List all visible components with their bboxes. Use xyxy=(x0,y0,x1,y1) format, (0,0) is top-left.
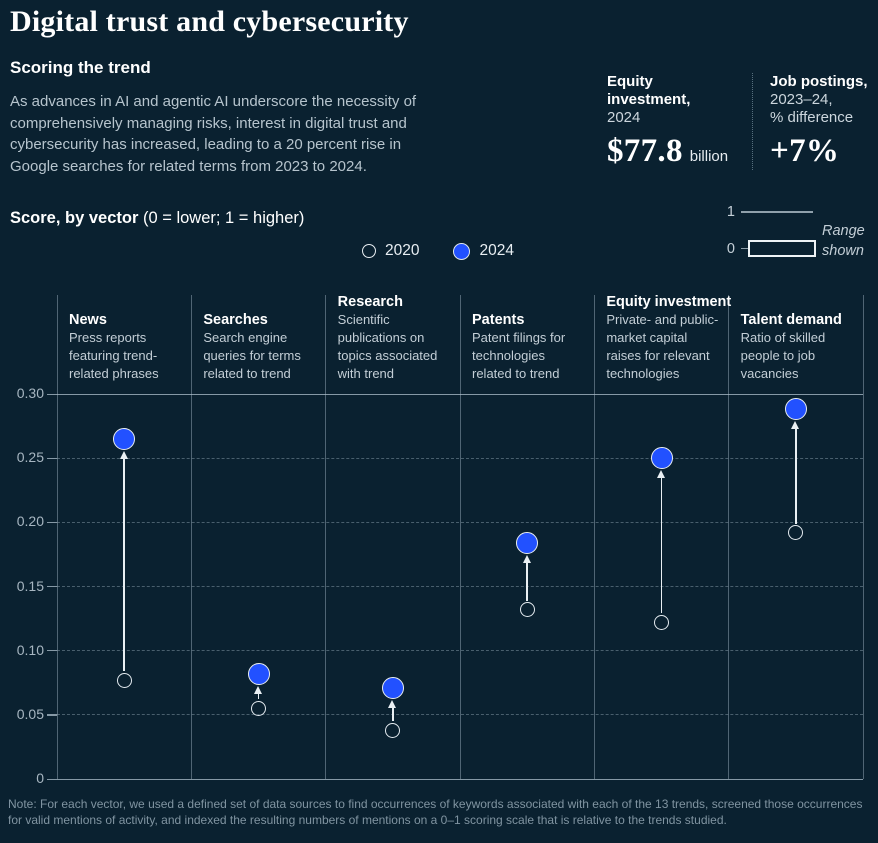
chart-legend: 2020 2024 xyxy=(362,242,514,260)
column-description: Press reports featuring trend- related p… xyxy=(69,330,159,381)
change-arrow-line-news xyxy=(123,457,125,672)
change-arrow-line-research xyxy=(392,706,394,722)
column-description: Patent filings for technologies related … xyxy=(472,330,566,381)
column-header-patents: Patents Patent filings for technologies r… xyxy=(472,311,588,383)
column-title: Talent demand xyxy=(740,312,842,328)
change-arrow-line-equity-investment xyxy=(660,477,663,614)
change-arrow-line-patents xyxy=(526,561,528,601)
chart-section-title: Score, by vector (0 = lower; 1 = higher) xyxy=(10,209,305,227)
column-divider xyxy=(190,295,192,779)
y-tick-label: 0.15 xyxy=(16,577,44,594)
column-title: News xyxy=(69,312,107,328)
column-title: Patents xyxy=(472,312,525,328)
column-header-research: Research Scientific publications on topic… xyxy=(338,293,454,383)
stat-equity-value: $77.8 billion xyxy=(607,133,729,169)
y-tick-label: 0.30 xyxy=(16,385,44,401)
y-axis-tick xyxy=(47,586,57,588)
y-axis-tick xyxy=(47,650,57,652)
y-axis-tick xyxy=(47,457,57,459)
up-arrow-icon-talent-demand xyxy=(791,421,800,430)
column-header-talent-demand: Talent demand Ratio of skilled people to … xyxy=(741,311,857,383)
column-header-news: News Press reports featuring trend- relat… xyxy=(69,311,185,383)
stat-equity-label: Equity investment, 2024 xyxy=(607,73,691,126)
intro-heading: Scoring the trend xyxy=(10,58,151,77)
legend-item-2020: 2020 xyxy=(362,242,419,260)
y-axis-tick xyxy=(47,714,57,716)
y-tick-label: 0 xyxy=(36,770,44,786)
data-point-2024-equity-investment xyxy=(650,447,673,470)
stat-jobs-value: +7% xyxy=(770,133,840,169)
range-bottom-tick xyxy=(741,247,748,250)
legend-item-2024: 2024 xyxy=(453,242,514,260)
intro-body: As advances in AI and agentic AI undersc… xyxy=(10,93,417,175)
y-tick-label: 0.20 xyxy=(16,513,44,530)
data-point-2024-patents xyxy=(516,531,539,554)
data-point-2024-research xyxy=(381,676,404,699)
column-divider xyxy=(862,295,864,779)
baseline xyxy=(47,778,863,780)
range-bottom-row: 0 xyxy=(722,240,816,257)
data-point-2020-equity-investment xyxy=(654,614,669,630)
top-gridline xyxy=(47,393,863,395)
up-arrow-icon-equity-investment xyxy=(657,470,665,479)
stat-jobs-label: Job postings, 2023–24, % difference xyxy=(770,73,868,126)
data-point-2020-research xyxy=(385,722,401,738)
open-circle-icon xyxy=(362,244,376,258)
column-header-searches: Searches Search engine queries for terms … xyxy=(203,311,319,383)
column-divider xyxy=(593,295,595,779)
range-top-line xyxy=(741,211,813,213)
y-tick-label: 0.25 xyxy=(16,449,44,466)
y-tick-label: 0.05 xyxy=(16,705,44,722)
data-point-2024-talent-demand xyxy=(784,398,807,421)
gridline-0.10 xyxy=(57,650,863,652)
range-caption: Range shown xyxy=(822,223,865,259)
column-title: Equity investment xyxy=(606,294,732,310)
gridline-0.15 xyxy=(57,586,863,587)
data-point-2020-talent-demand xyxy=(788,525,804,541)
column-title: Searches xyxy=(203,312,268,328)
data-point-2020-patents xyxy=(519,602,535,618)
range-shown-indicator: 1 0 Range shown xyxy=(722,202,872,264)
column-divider xyxy=(728,295,730,779)
change-arrow-line-searches xyxy=(257,692,260,700)
column-description: Scientific publications on topics associ… xyxy=(337,312,438,381)
column-divider xyxy=(325,295,327,779)
gridline-0.20 xyxy=(57,521,863,523)
column-description: Ratio of skilled people to job vacancies xyxy=(740,330,826,381)
footnote: Note: For each vector, we used a defined… xyxy=(8,797,863,827)
up-arrow-icon-research xyxy=(388,699,397,708)
gridline-0.05 xyxy=(57,714,863,716)
column-description: Private- and public- market capital rais… xyxy=(606,312,719,381)
filled-circle-icon xyxy=(453,242,471,260)
column-divider xyxy=(459,295,461,779)
range-box-icon xyxy=(748,240,816,257)
data-point-2024-searches xyxy=(247,662,270,685)
page-title: Digital trust and cybersecurity xyxy=(10,5,409,38)
change-arrow-line-talent-demand xyxy=(795,428,797,524)
y-axis-tick xyxy=(47,521,57,524)
data-point-2024-news xyxy=(113,427,136,450)
range-top-row: 1 xyxy=(722,204,813,220)
up-arrow-icon-news xyxy=(119,450,128,459)
column-header-equity-investment: Equity investment Private- and public- ma… xyxy=(606,293,732,383)
gridline-0.25 xyxy=(57,457,863,459)
header-stats: Equity investment, 2024 $77.8 billion Jo… xyxy=(607,73,878,170)
column-description: Search engine queries for terms related … xyxy=(203,330,301,381)
data-point-2020-news xyxy=(116,672,132,688)
y-axis-line xyxy=(56,295,58,779)
stat-equity-investment: Equity investment, 2024 $77.8 billion xyxy=(607,73,752,170)
y-tick-label: 0.10 xyxy=(16,641,44,658)
up-arrow-icon-searches xyxy=(254,685,262,694)
data-point-2020-searches xyxy=(251,700,266,716)
stat-job-postings: Job postings, 2023–24, % difference +7% xyxy=(752,73,878,170)
column-title: Research xyxy=(337,294,403,310)
up-arrow-icon-patents xyxy=(522,554,531,563)
